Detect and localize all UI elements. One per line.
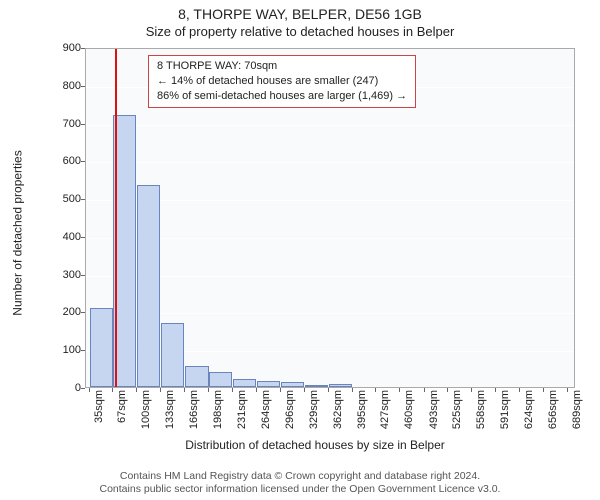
x-tick-mark bbox=[375, 388, 376, 392]
x-tick-mark bbox=[184, 388, 185, 392]
chart-container: 8 THORPE WAY: 70sqm← 14% of detached hou… bbox=[55, 48, 575, 418]
x-tick-label: 198sqm bbox=[212, 390, 224, 429]
y-tick-label: 800 bbox=[51, 80, 81, 92]
x-tick-mark bbox=[112, 388, 113, 392]
x-tick-label: 67sqm bbox=[116, 390, 128, 423]
x-tick-mark bbox=[328, 388, 329, 392]
x-tick-label: 493sqm bbox=[428, 390, 440, 429]
x-tick-label: 624sqm bbox=[523, 390, 535, 429]
y-tick-label: 900 bbox=[51, 42, 81, 54]
x-tick-label: 656sqm bbox=[547, 390, 559, 429]
histogram-bar bbox=[185, 366, 208, 387]
x-tick-label: 689sqm bbox=[571, 390, 583, 429]
histogram-bar bbox=[137, 185, 160, 387]
footer-line-1: Contains HM Land Registry data © Crown c… bbox=[0, 470, 600, 483]
x-tick-mark bbox=[232, 388, 233, 392]
x-tick-mark bbox=[424, 388, 425, 392]
property-marker-line bbox=[115, 49, 117, 387]
y-tick-label: 500 bbox=[51, 193, 81, 205]
gridline-h bbox=[86, 162, 574, 163]
histogram-bar bbox=[209, 372, 232, 387]
y-tick-label: 700 bbox=[51, 118, 81, 130]
y-tick-label: 300 bbox=[51, 269, 81, 281]
y-tick-label: 0 bbox=[51, 382, 81, 394]
x-tick-mark bbox=[399, 388, 400, 392]
legend-line2: ← 14% of detached houses are smaller (24… bbox=[157, 74, 407, 89]
legend-line1: 8 THORPE WAY: 70sqm bbox=[157, 59, 407, 74]
y-tick-label: 200 bbox=[51, 306, 81, 318]
y-tick-label: 600 bbox=[51, 155, 81, 167]
x-tick-mark bbox=[519, 388, 520, 392]
y-tick-mark bbox=[81, 86, 85, 87]
histogram-bar bbox=[161, 323, 184, 387]
x-tick-label: 460sqm bbox=[403, 390, 415, 429]
x-tick-mark bbox=[304, 388, 305, 392]
y-tick-mark bbox=[81, 124, 85, 125]
y-tick-label: 100 bbox=[51, 344, 81, 356]
histogram-bar bbox=[329, 384, 352, 387]
y-tick-mark bbox=[81, 275, 85, 276]
x-tick-label: 525sqm bbox=[451, 390, 463, 429]
x-tick-label: 558sqm bbox=[475, 390, 487, 429]
plot-area: 8 THORPE WAY: 70sqm← 14% of detached hou… bbox=[85, 48, 575, 388]
y-tick-mark bbox=[81, 199, 85, 200]
x-tick-mark bbox=[352, 388, 353, 392]
x-tick-mark bbox=[447, 388, 448, 392]
x-tick-label: 329sqm bbox=[308, 390, 320, 429]
histogram-plot: 8 THORPE WAY: 70sqm← 14% of detached hou… bbox=[55, 48, 575, 418]
y-tick-mark bbox=[81, 350, 85, 351]
histogram-bar bbox=[305, 385, 328, 387]
y-tick-label: 400 bbox=[51, 231, 81, 243]
y-tick-mark bbox=[81, 312, 85, 313]
histogram-bar bbox=[90, 308, 113, 387]
x-tick-label: 395sqm bbox=[356, 390, 368, 429]
x-tick-label: 264sqm bbox=[260, 390, 272, 429]
histogram-bar bbox=[281, 382, 304, 387]
footer-line-2: Contains public sector information licen… bbox=[0, 483, 600, 496]
y-tick-mark bbox=[81, 237, 85, 238]
x-tick-mark bbox=[89, 388, 90, 392]
y-tick-mark bbox=[81, 388, 85, 389]
x-tick-mark bbox=[567, 388, 568, 392]
x-axis-label: Distribution of detached houses by size … bbox=[55, 438, 575, 452]
x-tick-mark bbox=[136, 388, 137, 392]
x-tick-mark bbox=[256, 388, 257, 392]
legend-line3: 86% of semi-detached houses are larger (… bbox=[157, 89, 407, 104]
page-subtitle: Size of property relative to detached ho… bbox=[0, 24, 600, 39]
x-tick-label: 362sqm bbox=[332, 390, 344, 429]
y-tick-mark bbox=[81, 48, 85, 49]
x-tick-label: 133sqm bbox=[164, 390, 176, 429]
x-tick-mark bbox=[543, 388, 544, 392]
x-tick-label: 427sqm bbox=[379, 390, 391, 429]
x-tick-mark bbox=[208, 388, 209, 392]
x-tick-label: 100sqm bbox=[140, 390, 152, 429]
x-tick-mark bbox=[495, 388, 496, 392]
x-tick-label: 296sqm bbox=[284, 390, 296, 429]
x-tick-mark bbox=[471, 388, 472, 392]
histogram-bar bbox=[257, 381, 280, 387]
page-title-address: 8, THORPE WAY, BELPER, DE56 1GB bbox=[0, 6, 600, 22]
x-tick-label: 166sqm bbox=[188, 390, 200, 429]
x-tick-label: 35sqm bbox=[93, 390, 105, 423]
x-tick-label: 591sqm bbox=[499, 390, 511, 429]
x-tick-mark bbox=[280, 388, 281, 392]
y-tick-mark bbox=[81, 161, 85, 162]
legend-box: 8 THORPE WAY: 70sqm← 14% of detached hou… bbox=[148, 55, 416, 108]
footer-attribution: Contains HM Land Registry data © Crown c… bbox=[0, 470, 600, 496]
y-axis-label: Number of detached properties bbox=[8, 48, 28, 418]
histogram-bar bbox=[233, 379, 256, 387]
x-tick-label: 231sqm bbox=[236, 390, 248, 429]
gridline-h bbox=[86, 125, 574, 126]
x-tick-mark bbox=[160, 388, 161, 392]
